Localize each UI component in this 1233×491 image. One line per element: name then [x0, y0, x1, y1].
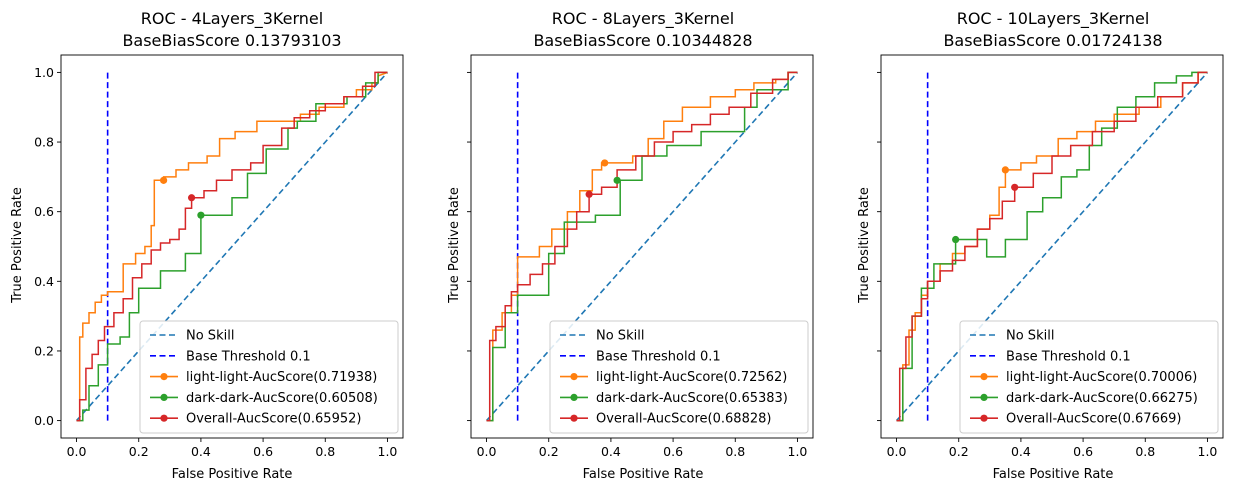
roc-panel-10layers: ROC - 10Layers_3Kernel BaseBiasScore 0.0… — [857, 9, 1224, 482]
y-tick-label: 1.0 — [34, 65, 54, 80]
legend-entry-label: dark-dark-AucScore(0.66275) — [1006, 391, 1198, 406]
legend-entry-label: Base Threshold 0.1 — [1006, 349, 1131, 364]
legend-swatch-marker — [570, 414, 578, 422]
y-tick-label: 0.2 — [34, 343, 54, 358]
plot-area-frame — [470, 54, 814, 439]
x-tick-label: 1.0 — [1198, 444, 1218, 459]
roc-curve-line — [486, 71, 798, 422]
x-tick-label: 0.8 — [315, 444, 335, 459]
roc-curve-line — [896, 71, 1208, 422]
no-skill-line — [75, 71, 389, 422]
no-skill-line — [895, 71, 1209, 422]
legend-entry-label: Base Threshold 0.1 — [186, 349, 311, 364]
legend-entry-label: light-light-AucScore(0.72562) — [596, 370, 787, 385]
legend: No Skill Base Threshold 0.1 light-light-Au… — [959, 320, 1219, 434]
x-tick-label: 0.4 — [1011, 444, 1031, 459]
legend-entry-label: dark-dark-AucScore(0.65383) — [596, 391, 788, 406]
legend-swatch-marker — [160, 414, 168, 422]
x-tick-label: 0.0 — [887, 444, 907, 459]
x-tick-label: 0.2 — [949, 444, 969, 459]
threshold-point-marker — [1001, 166, 1009, 174]
legend-swatch-marker — [980, 414, 988, 422]
legend-swatch-marker — [570, 393, 578, 401]
threshold-point-marker — [160, 176, 168, 184]
plot-area-frame — [60, 54, 404, 439]
x-tick-label: 0.6 — [1073, 444, 1093, 459]
threshold-point-marker — [613, 176, 621, 184]
roc-curve-line — [896, 71, 1208, 422]
threshold-point-marker — [187, 194, 196, 202]
x-tick-label: 0.4 — [601, 444, 621, 459]
legend-entry-label: No Skill — [1006, 329, 1054, 344]
x-axis-label: False Positive Rate — [583, 467, 704, 482]
legend-entry-label: Overall-AucScore(0.65952) — [186, 412, 361, 427]
roc-panel-8layers: ROC - 8Layers_3Kernel BaseBiasScore 0.10… — [447, 9, 814, 482]
legend-entry-label: Overall-AucScore(0.68828) — [596, 412, 771, 427]
threshold-point-marker — [952, 235, 960, 244]
x-axis-label: False Positive Rate — [993, 467, 1114, 482]
roc-curve-line — [76, 71, 388, 422]
y-tick-label: 0.4 — [34, 274, 54, 289]
chart-title: ROC - 4Layers_3Kernel — [141, 9, 323, 29]
x-tick-label: 0.0 — [67, 444, 87, 459]
legend-swatch-marker — [160, 373, 168, 381]
threshold-point-marker — [1011, 183, 1019, 191]
legend-swatch-marker — [160, 393, 168, 401]
legend: No Skill Base Threshold 0.1 light-light-Au… — [139, 320, 399, 434]
roc-curve-line — [76, 71, 388, 422]
legend-entry-label: dark-dark-AucScore(0.60508) — [186, 391, 378, 406]
legend-swatch-marker — [570, 373, 578, 381]
x-tick-label: 1.0 — [788, 444, 808, 459]
chart-title: ROC - 10Layers_3Kernel — [957, 9, 1150, 29]
x-tick-label: 0.8 — [1135, 444, 1155, 459]
legend-entry-label: Base Threshold 0.1 — [596, 349, 721, 364]
legend-entry-label: No Skill — [596, 329, 644, 344]
x-tick-label: 0.4 — [191, 444, 211, 459]
legend-entry-label: Overall-AucScore(0.67669) — [1006, 412, 1181, 427]
y-axis-label: True Positive Rate — [857, 187, 872, 304]
legend-box — [959, 320, 1219, 434]
legend-box — [549, 320, 809, 434]
chart-title: ROC - 8Layers_3Kernel — [552, 9, 734, 29]
plot-area-frame — [880, 54, 1224, 439]
legend-swatch-marker — [980, 373, 988, 381]
no-skill-line — [485, 71, 799, 422]
chart-subtitle: BaseBiasScore 0.01724138 — [943, 31, 1162, 50]
x-tick-label: 0.0 — [477, 444, 497, 459]
roc-panel-4layers: ROC - 4Layers_3Kernel BaseBiasScore 0.13… — [10, 9, 404, 482]
x-tick-label: 0.2 — [129, 444, 149, 459]
legend-swatch-marker — [980, 393, 988, 401]
threshold-point-marker — [601, 159, 609, 167]
y-axis-label: True Positive Rate — [447, 187, 462, 304]
x-tick-label: 0.6 — [663, 444, 683, 459]
x-tick-label: 1.0 — [378, 444, 398, 459]
chart-subtitle: BaseBiasScore 0.10344828 — [533, 31, 752, 50]
threshold-point-marker — [197, 211, 205, 219]
y-tick-label: 0.6 — [34, 204, 54, 219]
legend: No Skill Base Threshold 0.1 light-light-Au… — [549, 320, 809, 434]
y-tick-label: 0.8 — [34, 135, 54, 150]
x-tick-label: 0.2 — [539, 444, 559, 459]
threshold-point-marker — [585, 190, 593, 198]
legend-entry-label: light-light-AucScore(0.70006) — [1006, 370, 1197, 385]
x-tick-label: 0.6 — [253, 444, 273, 459]
y-axis-label: True Positive Rate — [10, 187, 25, 304]
x-axis-label: False Positive Rate — [172, 467, 293, 482]
legend-entry-label: light-light-AucScore(0.71938) — [186, 370, 377, 385]
chart-subtitle: BaseBiasScore 0.13793103 — [122, 31, 341, 50]
y-tick-label: 0.0 — [34, 413, 54, 428]
legend-box — [139, 320, 399, 434]
legend-entry-label: No Skill — [186, 329, 234, 344]
x-tick-label: 0.8 — [725, 444, 745, 459]
